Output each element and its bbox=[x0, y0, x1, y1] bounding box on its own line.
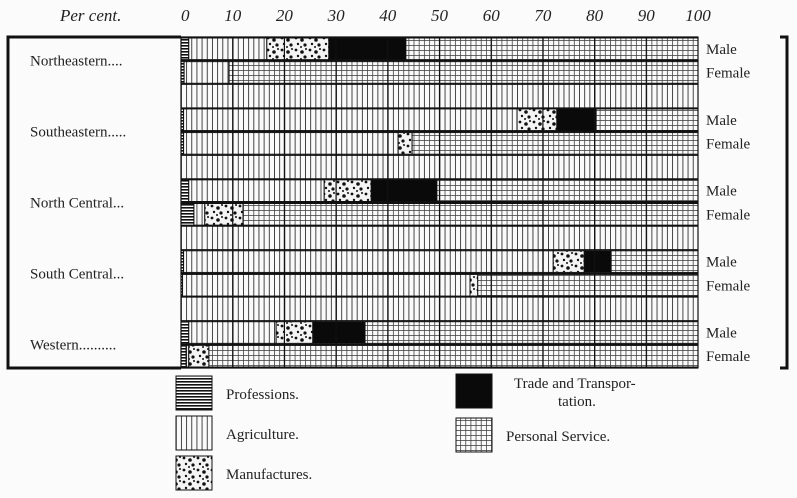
region-label: North Central... bbox=[30, 196, 124, 212]
bar-segment-manufactures bbox=[469, 273, 479, 297]
left-frame bbox=[6, 35, 14, 370]
x-tick-label: 80 bbox=[586, 6, 604, 25]
bar-segment-manufactures bbox=[516, 108, 558, 132]
bar-segment-agriculture bbox=[183, 108, 518, 132]
bar-segment-trade-and-transportation bbox=[583, 250, 612, 273]
legend-label: Personal Service. bbox=[506, 429, 610, 445]
sex-label: Male bbox=[706, 113, 737, 129]
bar-segment-agriculture bbox=[183, 132, 399, 155]
legend-swatch bbox=[175, 375, 213, 411]
bar-segment-agriculture bbox=[183, 250, 554, 273]
legend-swatch bbox=[455, 417, 493, 453]
bar-segment-agriculture bbox=[193, 203, 206, 226]
sex-label: Male bbox=[706, 184, 737, 200]
bar-segment-agriculture bbox=[183, 61, 230, 84]
bar-segment-agriculture bbox=[188, 37, 268, 61]
bar-segment-personal-service bbox=[477, 273, 699, 297]
bar-segment-professions bbox=[180, 37, 190, 61]
bar-segment-manufactures bbox=[552, 250, 585, 273]
x-tick-label: 70 bbox=[534, 6, 552, 25]
bar-segment-trade-and-transportation bbox=[556, 108, 597, 132]
bar-segment-manufactures bbox=[275, 321, 314, 344]
legend-swatch bbox=[455, 373, 493, 409]
x-tick-label: 20 bbox=[276, 6, 294, 25]
bar-segment-personal-service bbox=[242, 203, 699, 226]
legend-label: Trade and Transpor- bbox=[514, 376, 636, 392]
bar-segment-professions bbox=[180, 203, 195, 226]
bar-segment-professions bbox=[180, 179, 190, 203]
legend-swatch bbox=[175, 455, 213, 491]
x-tick-label: 30 bbox=[327, 6, 346, 25]
bar-segment-agriculture bbox=[188, 179, 325, 203]
sex-label: Male bbox=[706, 255, 737, 271]
bar-segment-personal-service bbox=[595, 108, 699, 132]
bar-segment-trade-and-transportation bbox=[312, 321, 366, 344]
sex-label: Male bbox=[706, 42, 737, 58]
bar-segment-personal-service bbox=[405, 37, 699, 61]
bar-segment-personal-service bbox=[208, 344, 699, 368]
sex-label: Female bbox=[706, 349, 750, 365]
x-tick-label: 0 bbox=[181, 6, 190, 25]
region-label: Northeastern.... bbox=[30, 54, 122, 70]
sex-label: Female bbox=[706, 278, 750, 294]
sex-label: Male bbox=[706, 326, 737, 342]
x-tick-label: 10 bbox=[224, 6, 242, 25]
bar-segment-trade-and-transportation bbox=[328, 37, 407, 61]
bar-segment-agriculture bbox=[182, 273, 471, 297]
legend-label: Manufactures. bbox=[226, 467, 312, 483]
bar-segment-personal-service bbox=[411, 132, 699, 155]
bar-segment-manufactures bbox=[204, 203, 244, 226]
bar-segment-manufactures bbox=[397, 132, 413, 155]
x-tick-label: 100 bbox=[685, 6, 711, 25]
legend-label: tation. bbox=[558, 394, 596, 410]
region-label: South Central... bbox=[30, 266, 124, 282]
legend-label: Professions. bbox=[226, 387, 299, 403]
bar-segment-professions bbox=[180, 321, 190, 344]
bar-segment-personal-service bbox=[364, 321, 699, 344]
sex-label: Female bbox=[706, 207, 750, 223]
x-tick-label: 90 bbox=[638, 6, 656, 25]
x-tick-label: 50 bbox=[431, 6, 449, 25]
region-label: Western.......... bbox=[30, 337, 116, 353]
sex-label: Female bbox=[706, 65, 750, 81]
bar-segment-personal-service bbox=[436, 179, 699, 203]
bar-segment-manufactures bbox=[188, 344, 210, 368]
bar-segment-personal-service bbox=[228, 61, 699, 84]
legend-swatch bbox=[175, 415, 213, 451]
bar-segment-manufactures bbox=[323, 179, 372, 203]
axis-title: Per cent. bbox=[59, 6, 121, 25]
bar-segment-manufactures bbox=[266, 37, 330, 61]
region-label: Southeastern..... bbox=[30, 125, 126, 141]
bar-segment-professions bbox=[180, 344, 187, 368]
sex-label: Female bbox=[706, 136, 750, 152]
bar-segment-trade-and-transportation bbox=[370, 179, 438, 203]
x-tick-label: 40 bbox=[379, 6, 397, 25]
right-frame bbox=[780, 35, 789, 370]
x-tick-label: 60 bbox=[483, 6, 501, 25]
bar-segment-personal-service bbox=[610, 250, 699, 273]
legend-label: Agriculture. bbox=[226, 427, 299, 443]
